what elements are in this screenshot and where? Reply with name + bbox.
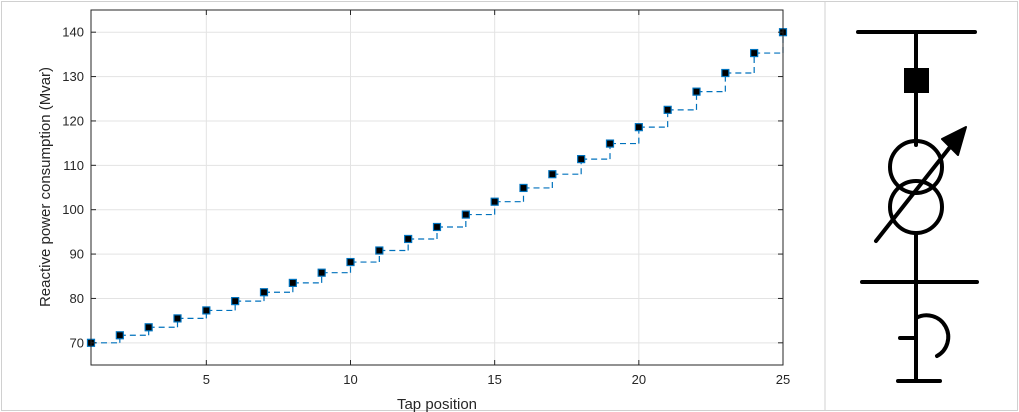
data-point-marker (173, 314, 182, 323)
x-tick-label: 10 (343, 372, 357, 387)
breaker-symbol (904, 68, 929, 93)
data-point-marker (375, 246, 384, 255)
data-point-marker (721, 68, 730, 78)
data-point-marker (548, 170, 557, 179)
x-tick-label: 20 (632, 372, 646, 387)
tap-changer-arrowhead-icon (941, 126, 967, 156)
chart-panel: 5 10 15 20 25 70 80 90 100 110 120 130 140 Tap posi… (37, 9, 790, 412)
x-axis-ticks: 5 10 15 20 25 (203, 10, 790, 387)
y-tick-label: 130 (62, 69, 84, 84)
data-point-marker (202, 306, 211, 315)
data-point-marker (461, 210, 470, 219)
x-tick-label: 5 (203, 372, 210, 387)
y-tick-label: 90 (70, 247, 84, 262)
data-point-marker (634, 123, 643, 132)
tap-changer-arrow-shaft (874, 140, 956, 243)
data-point-marker (317, 268, 326, 277)
data-point-marker (692, 87, 701, 96)
data-point-marker (490, 197, 499, 206)
x-tick-label: 15 (487, 372, 501, 387)
y-tick-label: 120 (62, 113, 84, 128)
data-point-marker (577, 155, 586, 164)
y-tick-label: 80 (70, 291, 84, 306)
y-tick-label: 70 (70, 335, 84, 350)
x-axis-title: Tap position (397, 396, 477, 412)
data-point-marker (346, 257, 355, 267)
data-point-marker (750, 48, 759, 58)
data-point-marker (404, 234, 413, 244)
data-point-marker (519, 183, 528, 193)
data-point-marker (115, 331, 124, 340)
transformer-diagram (856, 30, 979, 383)
plot-area (91, 10, 783, 365)
data-point-marker (231, 297, 240, 306)
data-point-marker (432, 222, 442, 232)
y-axis-ticks: 70 80 90 100 110 120 130 140 (62, 25, 783, 350)
x-tick-label: 25 (776, 372, 790, 387)
data-point-marker (144, 323, 153, 332)
y-tick-label: 100 (62, 202, 84, 217)
data-point-marker (605, 139, 615, 148)
data-point-marker (259, 288, 269, 297)
y-axis-title: Reactive power consumption (Mvar) (37, 67, 54, 307)
data-point-marker (288, 278, 297, 288)
y-tick-label: 140 (62, 25, 84, 40)
plot-box (90, 9, 784, 366)
reactor-coil-icon (898, 313, 951, 358)
data-point-marker (663, 105, 672, 114)
y-tick-label: 110 (63, 158, 84, 173)
